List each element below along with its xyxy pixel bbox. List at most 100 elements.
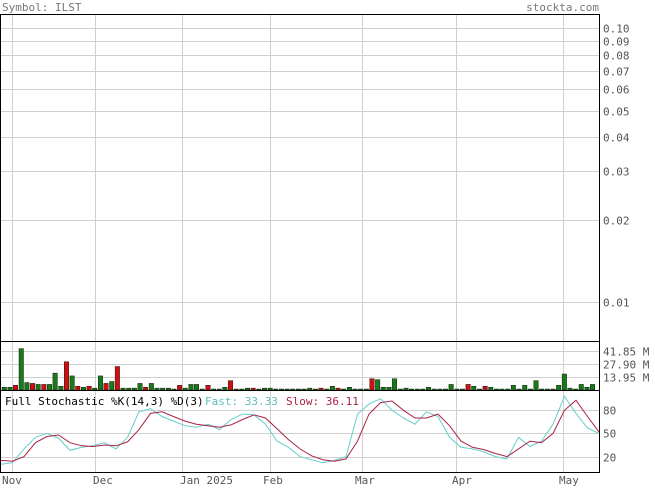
volume-bar: [352, 388, 358, 391]
volume-bar: [409, 388, 414, 391]
stochastic-fast-legend: Fast: 33.33: [205, 395, 278, 408]
volume-bar: [346, 387, 352, 391]
volume-bar: [335, 387, 341, 391]
volume-bar: [245, 387, 251, 391]
volume-bar: [488, 387, 494, 391]
volume-panel-frame: [0, 341, 600, 391]
volume-bar: [194, 384, 200, 391]
volume-bar: [267, 387, 273, 391]
volume-bar: [80, 387, 86, 391]
stochastic-panel-grid: [1, 391, 599, 472]
volume-bar: [35, 384, 41, 391]
volume-bar: [30, 383, 35, 391]
volume-bar: [137, 383, 143, 391]
volume-bar: [369, 378, 375, 391]
date-tick-label: Apr: [452, 474, 472, 486]
volume-bar: [505, 388, 511, 391]
volume-bar: [75, 386, 81, 391]
volume-bar: [24, 382, 30, 391]
volume-bar: [578, 384, 584, 391]
volume-bar: [420, 388, 426, 391]
price-tick-label: 0.04: [603, 132, 630, 145]
volume-bar: [544, 388, 550, 391]
volume-bar: [312, 388, 318, 391]
volume-bar: [216, 388, 222, 391]
volume-bar: [386, 387, 392, 391]
date-tick-label: Jan 2025: [180, 474, 233, 486]
volume-bar: [426, 387, 431, 391]
stochastic-fast-line: [0, 395, 600, 465]
price-tick-label: 0.05: [603, 106, 630, 119]
volume-bar: [222, 387, 228, 391]
price-tick-label: 0.07: [603, 66, 630, 79]
volume-bar: [262, 387, 267, 391]
volume-tick-label: 41.85 M: [603, 346, 650, 359]
volume-bar: [533, 380, 539, 391]
date-tick-label: Dec: [93, 474, 113, 486]
volume-bar: [397, 388, 403, 391]
volume-bar: [279, 388, 284, 391]
volume-bar: [363, 388, 369, 391]
volume-bar: [460, 388, 465, 391]
volume-bar: [171, 388, 177, 391]
volume-bar: [318, 387, 324, 391]
volume-bar: [296, 388, 301, 391]
volume-bar: [58, 386, 64, 391]
volume-bar: [182, 387, 188, 391]
volume-bar: [550, 388, 556, 391]
volume-bar: [477, 388, 482, 391]
volume-bar: [273, 388, 279, 391]
volume-bar: [69, 375, 75, 391]
volume-bar: [329, 386, 335, 391]
volume-bar: [516, 388, 522, 391]
volume-bar: [443, 388, 448, 391]
volume-bar: [556, 385, 562, 391]
volume-bar: [437, 388, 443, 391]
price-panel-grid: [1, 15, 599, 341]
volume-bar: [63, 361, 69, 391]
stochastic-slow-legend: Slow: 36.11: [286, 395, 359, 408]
symbol-label: Symbol: ILST: [2, 1, 82, 14]
volume-bar: [211, 388, 217, 391]
volume-bar: [177, 385, 183, 391]
price-axis-labels: 0.100.090.08 0.07 0.06 0.05 0.04 0.03 0.02 0.01: [603, 23, 630, 310]
volume-bar: [18, 348, 24, 391]
date-tick-label: Feb: [263, 474, 283, 486]
volume-tick-label: 27.90 M: [603, 359, 650, 372]
volume-bar: [573, 388, 579, 391]
volume-bar: [392, 378, 397, 391]
volume-bar: [301, 388, 307, 391]
volume-bar: [97, 375, 103, 391]
price-tick-label: 0.01: [603, 297, 630, 310]
volume-tick-label: 13.95 M: [603, 372, 650, 385]
volume-bar: [131, 387, 137, 391]
price-tick-label: 0.10: [603, 23, 630, 36]
volume-bar: [471, 386, 477, 391]
stochastic-lines: [0, 395, 600, 465]
volume-bar: [199, 388, 205, 391]
volume-bar: [448, 384, 454, 391]
volume-bar: [522, 385, 528, 391]
volume-bar: [92, 387, 98, 391]
volume-bar: [205, 385, 211, 391]
volume-bar: [148, 383, 154, 391]
volume-bar: [239, 388, 245, 391]
date-axis-labels: Nov Dec Jan 2025 Feb Mar Apr May: [2, 474, 579, 487]
volume-bar: [590, 384, 595, 391]
date-tick-label: Nov: [2, 474, 22, 486]
volume-bar: [561, 373, 567, 391]
volume-bar: [47, 384, 52, 391]
volume-bar: [324, 388, 330, 391]
volume-panel-grid: [1, 342, 599, 390]
stochastic-axis-labels: 80 50 20: [603, 405, 616, 465]
volume-bar: [109, 381, 115, 391]
volume-bar: [114, 366, 120, 391]
stochastic-panel-frame: [0, 390, 600, 473]
volume-bar: [52, 372, 58, 391]
volume-bar: [41, 384, 47, 391]
stochastic-tick-label: 20: [603, 452, 616, 465]
volume-bar: [510, 385, 516, 391]
volume-bar: [1, 387, 7, 391]
